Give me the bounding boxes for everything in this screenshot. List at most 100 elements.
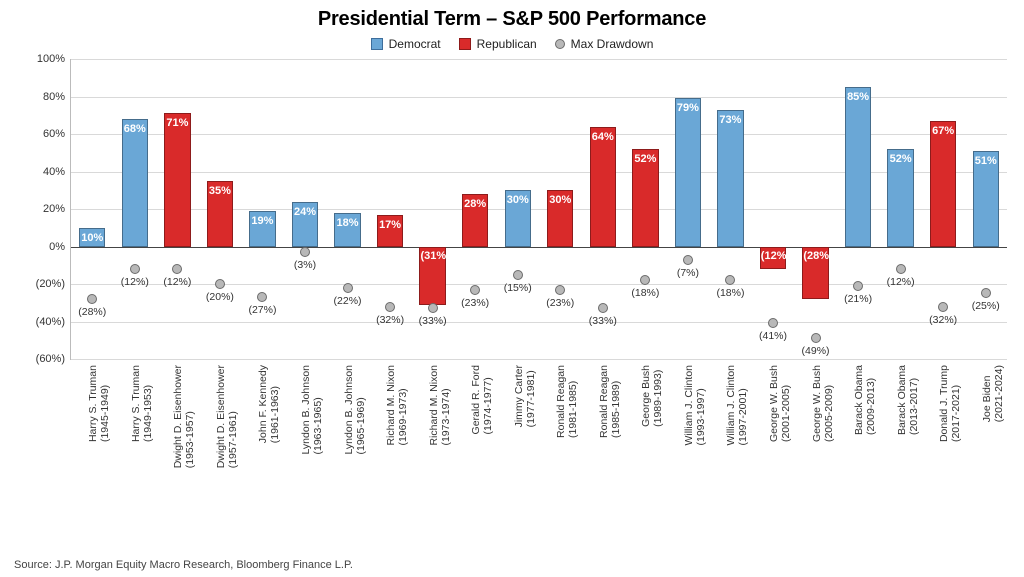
drawdown-label: (28%) [78,306,106,318]
drawdown-label: (49%) [802,345,830,357]
drawdown-label: (27%) [248,304,276,316]
x-axis-label: George W. Bush(2005-2009) [811,365,835,442]
plot-area: 100%80%60%40%20%0%(20%)(40%)(60%)10%(28%… [70,59,1007,360]
y-tick-label: 40% [43,166,71,178]
bar-value-label: 79% [676,102,700,114]
drawdown-marker [385,302,395,312]
drawdown-marker [555,285,565,295]
x-axis-label-name: George W. Bush [768,365,780,442]
x-axis-label: John F. Kennedy(1961-1963) [257,365,281,443]
drawdown-marker [853,281,863,291]
bar: 71% [164,113,190,246]
drawdown-label: (32%) [376,314,404,326]
x-axis-label-name: William J. Clinton [725,365,737,446]
x-axis-label: George Bush(1989-1993) [640,365,664,427]
drawdown-marker [768,318,778,328]
drawdown-label: (12%) [163,276,191,288]
drawdown-marker [683,255,693,265]
zero-line [71,247,1007,248]
x-axis-label-name: George W. Bush [811,365,823,442]
x-axis-label-name: Ronald Reagan [555,365,567,438]
bar: 79% [675,98,701,246]
legend-swatch [459,38,471,50]
bar-value-label: 30% [548,194,572,206]
drawdown-label: (20%) [206,291,234,303]
x-axis-label-years: (1963-1965) [312,365,324,455]
legend-swatch-circle [555,39,565,49]
x-axis-label-years: (2009-2013) [865,365,877,435]
drawdown-marker [470,285,480,295]
x-axis-label-years: (2001-2005) [780,365,792,442]
x-axis-label-name: Harry S. Truman [87,365,99,442]
drawdown-marker [87,294,97,304]
bar: 68% [122,119,148,247]
x-axis-label: Harry S. Truman(1949-1953) [130,365,154,442]
x-axis-label: Barack Obama(2013-2017) [896,365,920,435]
x-axis-label-years: (1977-1981) [525,365,537,427]
drawdown-label: (41%) [759,330,787,342]
drawdown-marker [598,303,608,313]
bar: 18% [334,213,360,247]
bar: 73% [717,110,743,247]
bar-value-label: 52% [633,153,657,165]
x-axis-label-years: (1993-1997) [695,365,707,446]
bar: (28%) [802,247,828,300]
y-tick-label: 60% [43,128,71,140]
x-axis-label: Ronald Reagan(1985-1989) [598,365,622,438]
x-axis-label: William J. Clinton(1993-1997) [683,365,707,446]
drawdown-label: (18%) [631,287,659,299]
bar-value-label: (12%) [761,250,785,262]
legend: DemocratRepublicanMax Drawdown [0,37,1024,51]
drawdown-marker [725,275,735,285]
gridline [71,284,1007,285]
drawdown-label: (18%) [716,287,744,299]
x-axis-label-years: (1961-1963) [270,365,282,443]
x-axis-label-name: Dwight D. Eisenhower [172,365,184,468]
drawdown-marker [172,264,182,274]
x-axis-label: Lyndon B. Johnson(1965-1969) [343,365,367,455]
drawdown-label: (7%) [677,267,699,279]
drawdown-marker [938,302,948,312]
bar-value-label: 64% [591,131,615,143]
x-axis-label-name: Richard M. Nixon [428,365,440,446]
bar-value-label: 73% [718,114,742,126]
x-axis-label-name: Donald J. Trump [938,365,950,442]
x-axis-label-years: (1981-1985) [567,365,579,438]
drawdown-label: (3%) [294,259,316,271]
bar-value-label: 17% [378,219,402,231]
drawdown-label: (32%) [929,314,957,326]
bar: 10% [79,228,105,247]
drawdown-marker [130,264,140,274]
x-axis-label: Dwight D. Eisenhower(1953-1957) [172,365,196,468]
drawdown-marker [428,303,438,313]
x-axis-label-name: Lyndon B. Johnson [300,365,312,455]
bar-value-label: (28%) [803,250,827,262]
x-axis-label-name: Gerald R. Ford [470,365,482,434]
bar: 51% [973,151,999,247]
bar-value-label: 10% [80,232,104,244]
x-axis-label-name: Joe Biden [981,365,993,422]
drawdown-marker [257,292,267,302]
drawdown-label: (23%) [546,297,574,309]
bar-value-label: 67% [931,125,955,137]
legend-item: Max Drawdown [555,37,654,51]
x-axis-label: William J. Clinton(1997-2001) [725,365,749,446]
x-axis-label-years: (2021-2024) [993,365,1005,422]
x-axis-label: Gerald R. Ford(1974-1977) [470,365,494,434]
x-axis-label: Richard M. Nixon(1973-1974) [428,365,452,446]
bar: 30% [505,190,531,246]
x-axis-label-years: (2005-2009) [823,365,835,442]
bar-value-label: 28% [463,198,487,210]
bar: 85% [845,87,871,246]
bar: 52% [887,149,913,247]
y-tick-label: 0% [49,241,71,253]
bar-value-label: 68% [123,123,147,135]
legend-item: Democrat [371,37,441,51]
drawdown-marker [896,264,906,274]
bar-value-label: 51% [974,155,998,167]
drawdown-label: (33%) [419,315,447,327]
x-axis-label-name: Lyndon B. Johnson [343,365,355,455]
chart-title: Presidential Term – S&P 500 Performance [0,8,1024,31]
x-axis-label-name: Dwight D. Eisenhower [215,365,227,468]
x-axis-label: Lyndon B. Johnson(1963-1965) [300,365,324,455]
